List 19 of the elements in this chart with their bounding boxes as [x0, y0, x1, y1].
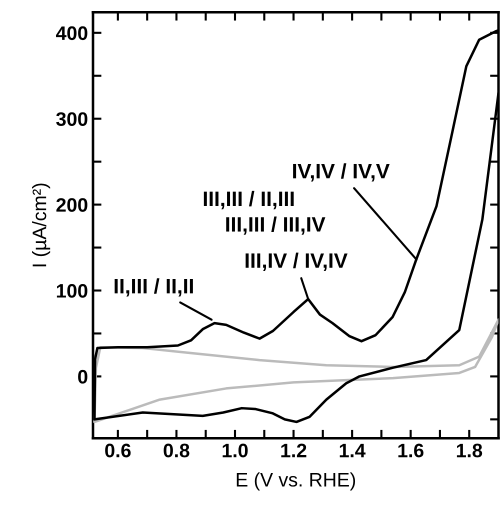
x-tick-label: 0.6 [105, 444, 131, 458]
annotation: II,III / II,II [114, 278, 193, 297]
y-tick-label: 100 [56, 284, 88, 298]
x-tick-label: 1.4 [340, 444, 366, 458]
x-tick-label: 1.0 [222, 444, 248, 458]
y-tick-label: 300 [56, 112, 88, 126]
y-axis-title: I (µA/cm²) [32, 184, 50, 266]
x-tick-label: 1.8 [456, 444, 482, 458]
x-tick-label: 0.8 [164, 444, 190, 458]
x-axis-title: E (V vs. RHE) [236, 472, 356, 490]
annotation: III,IV / IV,IV [246, 252, 348, 271]
y-tick-label: 0 [78, 370, 88, 384]
annotation: III,III / III,IV [226, 216, 326, 235]
annotation: IV,IV / IV,V [293, 163, 390, 182]
annotation: III,III / II,III [204, 190, 294, 210]
x-tick-label: 1.2 [281, 444, 306, 458]
x-tick-label: 1.6 [398, 444, 424, 458]
y-tick-label: 400 [56, 26, 88, 40]
y-tick-label: 200 [56, 198, 88, 212]
